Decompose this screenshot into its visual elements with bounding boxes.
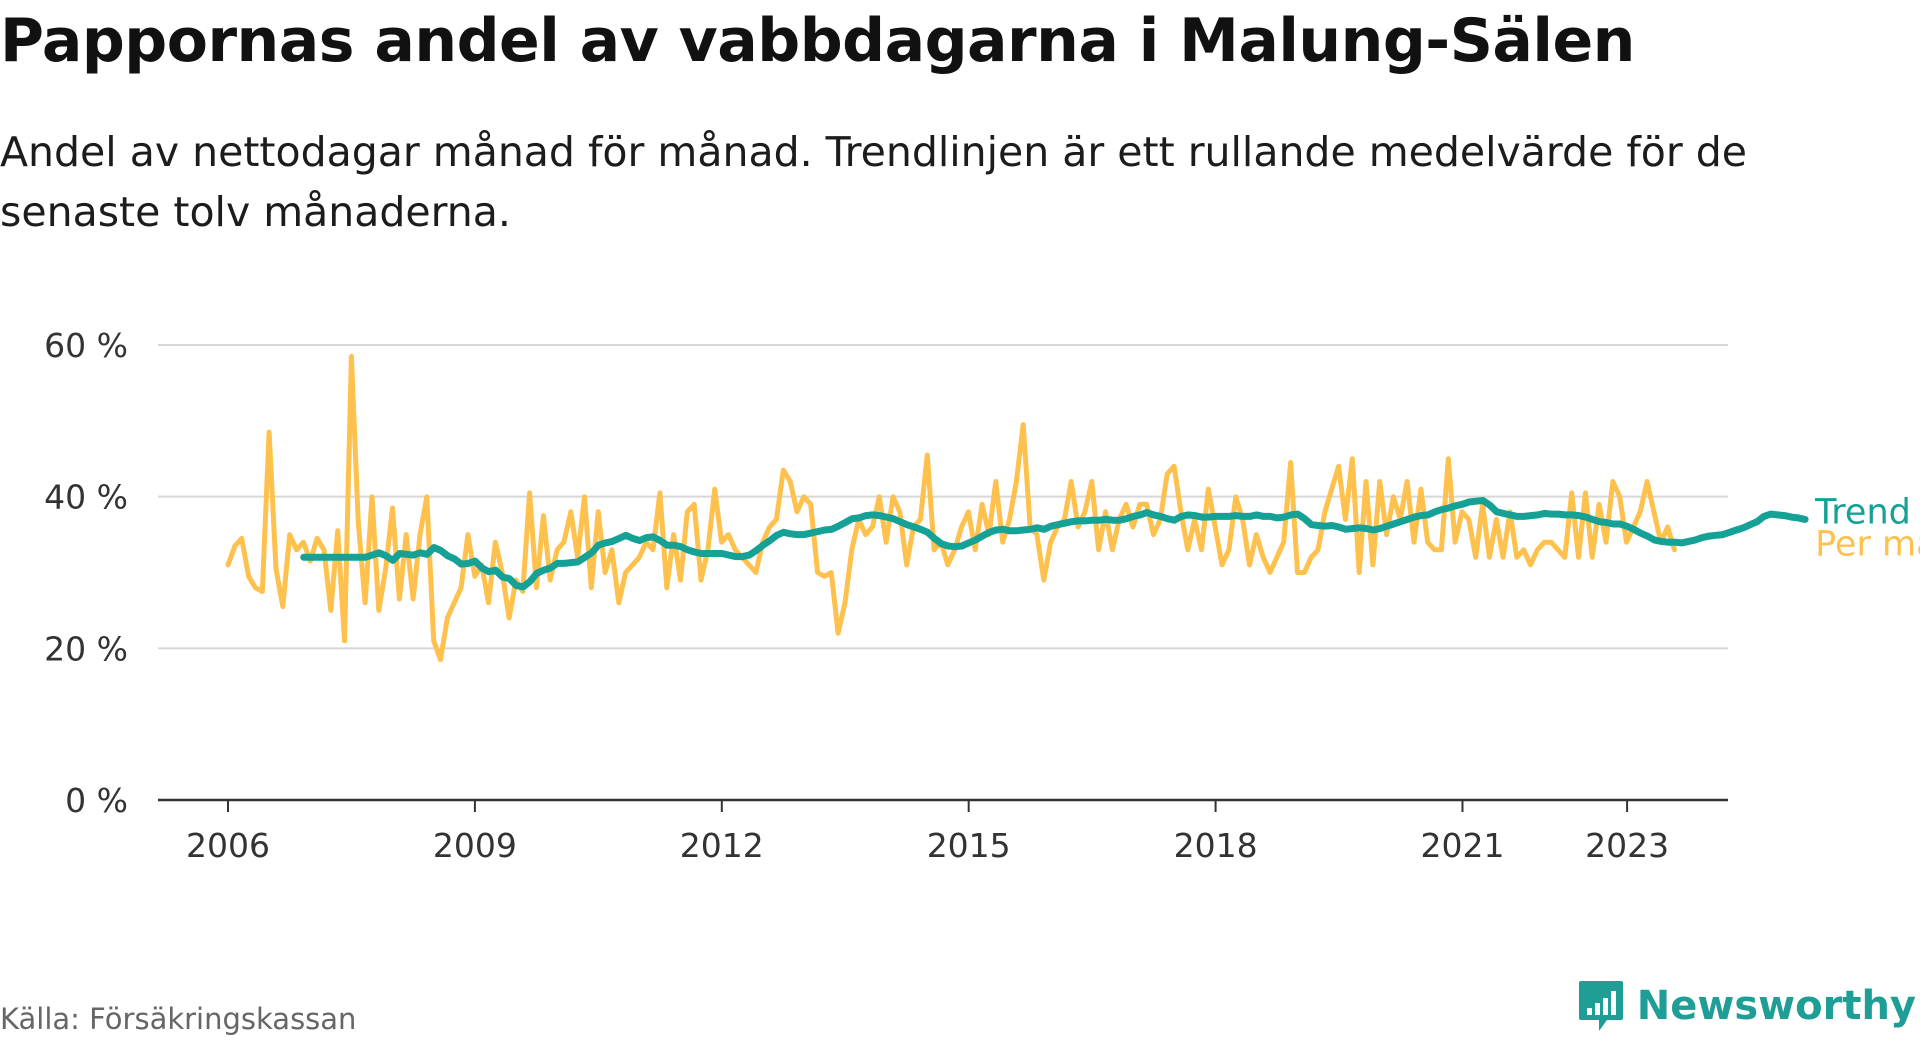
y-axis-ticks: 0 % 20 % 40 % 60 % (44, 326, 128, 820)
series-label-trend: Trend (1814, 492, 1911, 532)
x-tick-label: 2012 (680, 826, 764, 865)
y-tick-label: 60 % (44, 326, 128, 365)
chart-title: Pappornas andel av vabbdagarna i Malung-… (0, 6, 1635, 76)
source-note: Källa: Försäkringskassan (0, 1002, 357, 1036)
x-tick-label: 2015 (927, 826, 1011, 865)
chart-subtitle: Andel av nettodagar månad för månad. Tre… (0, 128, 1747, 236)
series-line-per-manad (225, 353, 1677, 663)
gridlines (158, 344, 1728, 650)
newsworthy-logo-icon (1578, 981, 1623, 1031)
x-tick-label: 2021 (1420, 826, 1504, 865)
y-tick-label: 20 % (44, 629, 128, 668)
line-chart: 0 % 20 % 40 % 60 % 2006 2009 2012 2015 2018 2021… (44, 326, 1920, 865)
x-tick-label: 2018 (1174, 826, 1258, 865)
x-tick-label: 2006 (186, 826, 270, 865)
newsworthy-logo: Newsworthy (1577, 978, 1916, 1034)
y-tick-label: 0 % (65, 781, 128, 820)
x-tick-label: 2023 (1585, 826, 1669, 865)
y-tick-label: 40 % (44, 478, 128, 517)
x-tick-label: 2009 (433, 826, 517, 865)
x-axis-ticks: 2006 2009 2012 2015 2018 2021 2023 (186, 800, 1669, 865)
brand-name: Newsworthy (1636, 983, 1916, 1029)
series-line-trend (300, 497, 1809, 591)
series-label-per-manad: Per månad (1815, 523, 1920, 564)
